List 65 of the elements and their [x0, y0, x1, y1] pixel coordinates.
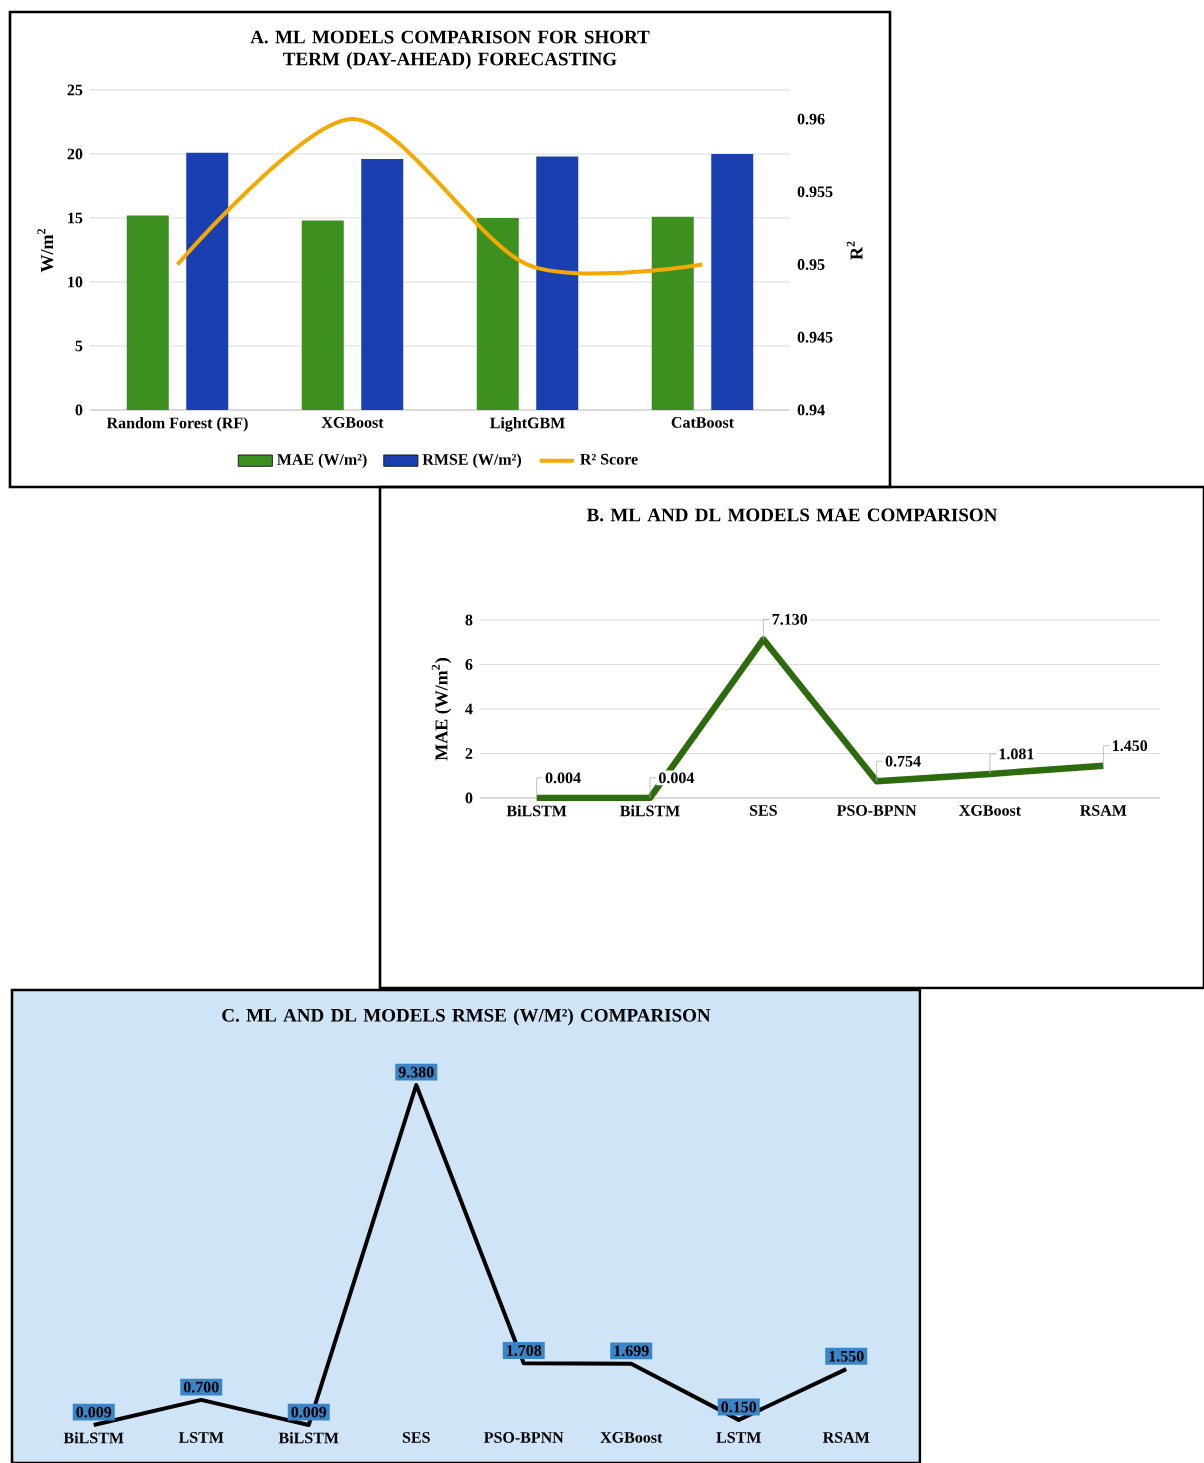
y2-tick-label: 0.945	[797, 331, 833, 343]
data-label: 0.004	[545, 772, 581, 784]
bar	[476, 218, 519, 410]
y-tick-label: 15	[68, 212, 83, 224]
x-tick-label: BiLSTM	[620, 805, 680, 817]
x-tick-label: BiLSTM	[63, 1432, 124, 1444]
x-tick-label: BiLSTM	[278, 1432, 339, 1444]
x-tick-label: Random Forest (RF)	[106, 417, 248, 432]
bar	[301, 220, 344, 410]
data-label: 0.700	[183, 1381, 219, 1393]
x-tick-label: PSO-BPNN	[484, 1432, 564, 1443]
x-tick-label: RSAM	[1080, 805, 1127, 816]
x-tick-label: LSTM	[716, 1432, 761, 1443]
legend-label: RMSE (W/m²)	[422, 453, 522, 469]
y2-tick-label: 0.96	[797, 113, 825, 125]
y-tick-label: 20	[67, 148, 83, 160]
data-label: 1.081	[999, 748, 1034, 760]
legend-label: R² Score	[580, 453, 638, 465]
x-tick-label: XGBoost	[959, 805, 1022, 816]
y-tick-label: 5	[75, 340, 83, 352]
data-label: 1.550	[829, 1350, 864, 1362]
x-tick-label: RSAM	[822, 1432, 870, 1443]
y2-axis-title: R$^{2}$	[846, 241, 863, 260]
chart-title: C. ML AND DL MODELS RMSE (W/M²) COMPARISON	[222, 1008, 711, 1026]
x-tick-label: SES	[749, 805, 777, 816]
x-tick-label: XGBoost	[321, 417, 384, 428]
y-tick-label: 25	[67, 84, 83, 96]
data-label: 0.754	[885, 755, 921, 767]
x-tick-label: LightGBM	[490, 417, 565, 432]
y2-tick-label: 0.94	[797, 404, 825, 416]
y-tick-label: 0	[75, 404, 83, 416]
y2-tick-label: 0.95	[797, 259, 825, 270]
bar	[126, 215, 169, 410]
y-tick-label: 10	[68, 276, 83, 288]
y-axis-title: W/m$^{2}$	[37, 229, 54, 273]
chart-title: A. ML MODELS COMPARISON FOR SHORT TERM (DAY-AHEAD) FORECASTING	[250, 30, 650, 70]
bar	[536, 156, 579, 410]
data-label: 7.130	[772, 613, 808, 625]
bar	[186, 152, 229, 410]
data-label: 9.380	[398, 1066, 434, 1078]
bar	[711, 153, 754, 410]
data-label: 1.708	[507, 1345, 542, 1356]
bar	[651, 216, 694, 410]
x-tick-label: SES	[402, 1432, 430, 1443]
y-tick-label: 2	[465, 748, 473, 759]
bar	[361, 159, 404, 410]
x-tick-label: PSO-BPNN	[836, 805, 917, 816]
data-label: 0.009	[291, 1406, 327, 1418]
data-label: 0.004	[659, 772, 695, 784]
data-label: 0.009	[76, 1406, 112, 1418]
y2-tick-label: 0.955	[797, 186, 833, 198]
x-tick-label: XGBoost	[600, 1432, 663, 1443]
y-tick-label: 4	[465, 703, 473, 715]
x-tick-label: LSTM	[178, 1432, 224, 1443]
y-axis-title: MAE (W/m$^{2}$)	[431, 658, 452, 761]
x-tick-label: CatBoost	[671, 417, 734, 428]
data-label: 0.150	[721, 1401, 757, 1413]
y-tick-label: 0	[465, 792, 473, 804]
x-tick-label: BiLSTM	[506, 805, 567, 817]
data-label: 1.699	[614, 1345, 649, 1357]
legend-label: MAE (W/m²)	[277, 453, 367, 469]
data-label: 1.450	[1113, 740, 1148, 752]
y-tick-label: 8	[465, 614, 473, 626]
y-tick-label: 6	[465, 659, 473, 670]
chart-title: B. ML AND DL MODELS MAE COMPARISON	[586, 508, 998, 522]
